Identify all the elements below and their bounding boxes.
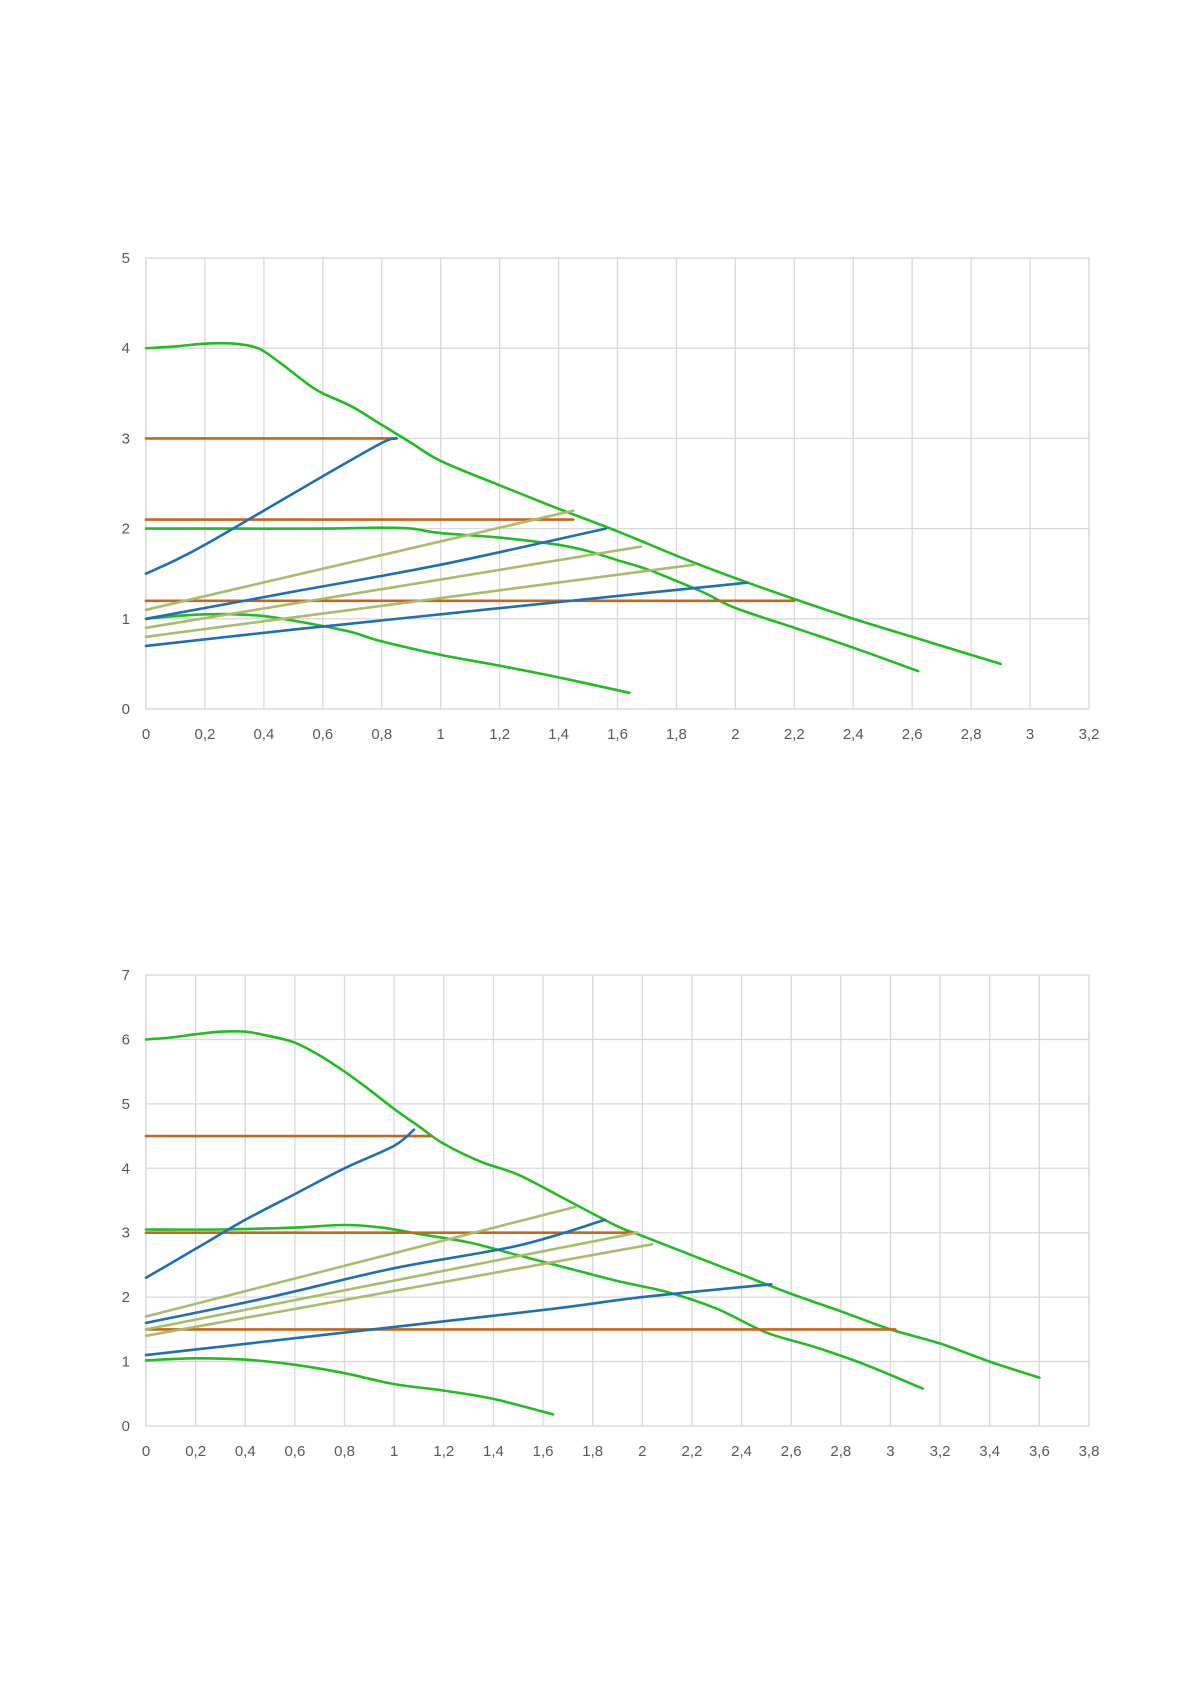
y-tick-label: 6 [122,1031,130,1048]
x-tick-label: 3,2 [930,1443,951,1460]
x-tick-label: 2,6 [902,726,923,743]
series-line-7 [144,1128,416,1280]
y-tick-label: 3 [122,430,130,447]
pump-curve-chart-top: 0 0,2 0,4 0,6 0,8 1 1,2 1,4 1,6 1,8 2 2,2 2,4 2,6 2,8 3… [122,250,1100,743]
x-tick-label: 1,8 [666,726,687,743]
x-tick-label: 0,4 [253,726,274,743]
x-tick-label: 3 [1026,726,1034,743]
plot-area [145,974,1090,1427]
x-tick-label: 3,6 [1029,1443,1050,1460]
x-tick-label: 0,4 [235,1443,256,1460]
x-tick-label: 1,4 [548,726,569,743]
x-tick-label: 0,6 [312,726,333,743]
series-line-1 [144,341,1002,666]
x-tick-label: 2,4 [731,1443,752,1460]
series-line-10 [144,1205,577,1318]
x-tick-label: 3,8 [1079,1443,1100,1460]
series-line-10 [144,509,575,612]
series-line-9 [144,1283,773,1357]
x-tick-label: 1,6 [607,726,628,743]
x-tick-label: 0,8 [371,726,392,743]
x-tick-label: 3 [886,1443,894,1460]
x-tick-label: 2,6 [781,1443,802,1460]
series-line-3 [144,1356,555,1416]
x-tick-label: 1,2 [433,1443,454,1460]
y-tick-label: 3 [122,1225,130,1242]
x-tick-label: 0 [142,726,150,743]
y-tick-label: 1 [122,1354,130,1371]
grid [145,974,1090,1427]
series-line-2 [144,1223,924,1390]
y-tick-label: 1 [122,611,130,628]
y-tick-label: 5 [122,250,130,267]
x-tick-label: 2,2 [682,1443,703,1460]
series-line-8 [144,527,607,621]
y-tick-label: 4 [122,1160,130,1177]
x-tick-label: 2 [638,1443,646,1460]
x-tick-label: 1,6 [533,1443,554,1460]
x-tick-label: 2,8 [830,1443,851,1460]
series-line-12 [144,1243,654,1338]
x-tick-label: 2,4 [843,726,864,743]
x-tick-label: 0 [142,1443,150,1460]
x-tick-label: 0,2 [185,1443,206,1460]
pump-curve-chart-bottom: 0 0,2 0,4 0,6 0,8 1 1,2 1,4 1,6 1,8 2 2,2 2,4 2,6 2,8 3… [122,967,1100,1460]
y-tick-label: 5 [122,1096,130,1113]
x-tick-label: 1,8 [582,1443,603,1460]
x-tick-label: 3,4 [979,1443,1000,1460]
x-tick-label: 2 [731,726,739,743]
series-line-1 [144,1029,1041,1379]
plot-area [145,257,1090,710]
x-tick-label: 1 [390,1443,398,1460]
x-tick-label: 1 [437,726,445,743]
series-line-7 [144,437,398,575]
series-line-11 [144,1231,639,1331]
y-tick-label: 7 [122,967,130,984]
y-tick-label: 4 [122,340,130,357]
x-tick-label: 1,4 [483,1443,504,1460]
series-line-12 [144,563,696,639]
x-tick-label: 0,2 [195,726,216,743]
series-line-11 [144,545,643,630]
x-tick-label: 0,8 [334,1443,355,1460]
x-tick-label: 0,6 [284,1443,305,1460]
y-tick-label: 2 [122,1289,130,1306]
series-line-8 [144,1218,607,1325]
x-tick-label: 3,2 [1079,726,1100,743]
x-tick-label: 2,8 [961,726,982,743]
y-tick-label: 0 [122,701,130,718]
y-tick-label: 2 [122,521,130,538]
series-line-9 [144,581,749,648]
y-tick-label: 0 [122,1418,130,1435]
x-tick-label: 1,2 [489,726,510,743]
x-tick-label: 2,2 [784,726,805,743]
series-line-2 [144,526,920,673]
